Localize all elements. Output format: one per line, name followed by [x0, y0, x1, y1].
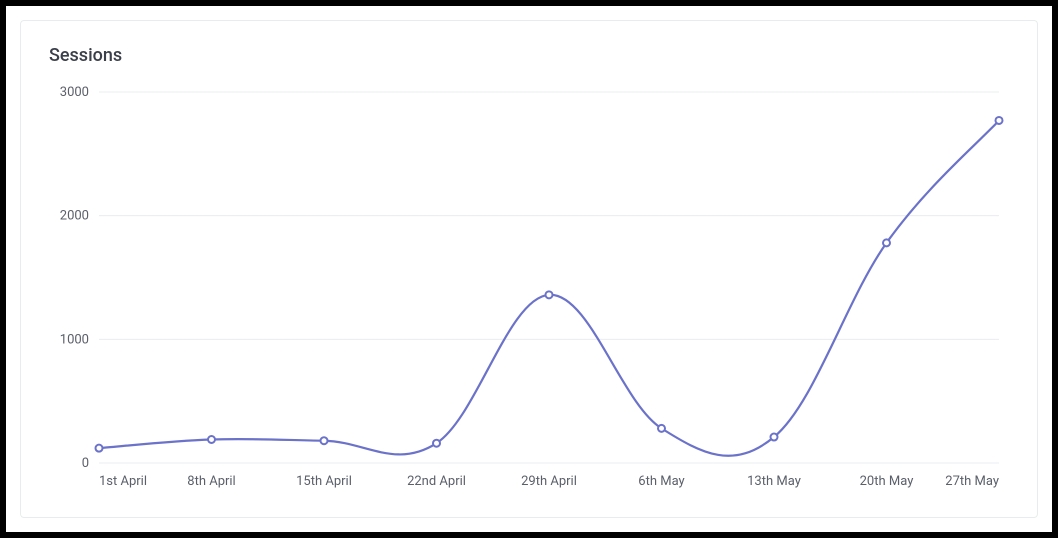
x-tick-label: 27th May [945, 474, 999, 489]
data-point [321, 437, 328, 444]
data-point [546, 291, 553, 298]
y-tick-label: 0 [82, 456, 89, 471]
data-point [433, 440, 440, 447]
x-tick-label: 29th April [521, 474, 577, 489]
x-tick-label: 8th April [187, 474, 235, 489]
x-tick-label: 22nd April [407, 474, 466, 489]
series-line [99, 120, 999, 455]
chart-svg: 0 1000 2000 3000 1st April 8th April 15th Apri… [49, 74, 1009, 497]
y-tick-label: 1000 [60, 332, 89, 347]
data-point [658, 425, 665, 432]
data-point [996, 117, 1003, 124]
data-point [96, 445, 103, 452]
data-point [771, 434, 778, 441]
x-tick-label: 6th May [638, 474, 684, 489]
sessions-chart: 0 1000 2000 3000 1st April 8th April 15th Apri… [49, 74, 1009, 497]
y-tick-label: 2000 [60, 209, 89, 224]
data-point [883, 239, 890, 246]
sessions-card: Sessions 0 1000 2000 3000 1st April 8th April… [20, 20, 1038, 518]
x-tick-label: 1st April [99, 474, 147, 489]
card-title: Sessions [49, 45, 1009, 66]
y-tick-label: 3000 [60, 85, 89, 100]
x-tick-label: 15th April [296, 474, 352, 489]
x-tick-label: 20th May [860, 474, 914, 489]
x-tick-label: 13th May [747, 474, 801, 489]
data-point [208, 436, 215, 443]
